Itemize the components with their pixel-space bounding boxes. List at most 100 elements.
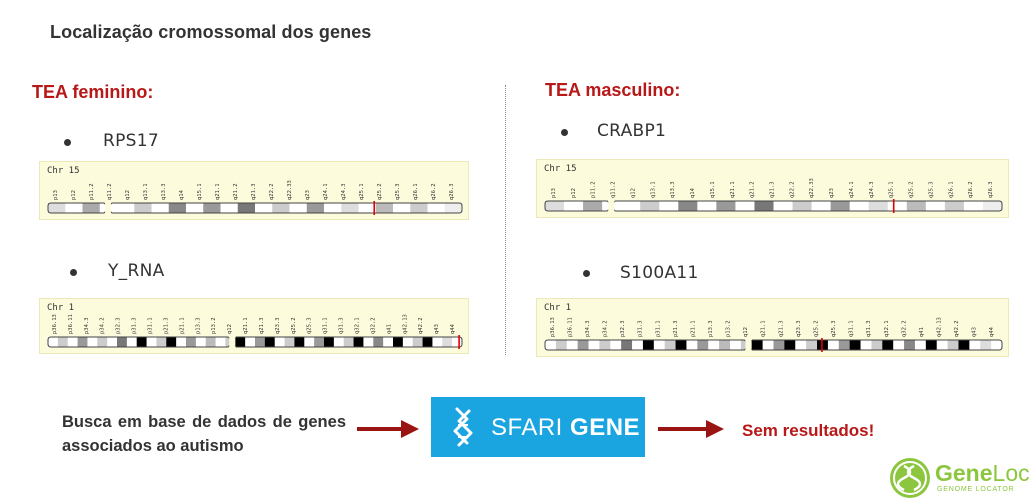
chromosome-band [324,203,342,213]
sfari-name: SFARI [491,414,563,441]
chromosome-band [914,340,927,350]
band-label: q25.3 [928,181,934,198]
chromosome-band [427,203,446,213]
chromosome-band [410,203,428,213]
chromosome-band [412,337,424,347]
chromosome-band [697,340,709,350]
chromosome-band [849,201,870,211]
chromosome-band [186,337,197,347]
centromere [608,200,615,212]
gene-y-rna: Y_RNA [108,261,165,281]
chromosome-band [621,340,633,350]
chromosome-band [442,337,453,347]
band-label: q12 [125,190,131,200]
chromosome-band [545,201,565,211]
tea-feminino-heading: TEA feminino: [32,82,154,102]
band-label: q21.1 [730,181,736,198]
band-label: p32.3 [620,320,626,337]
chromosome-band [452,337,463,347]
chromosome-band [795,340,807,350]
chromosome-band [402,337,414,347]
chromosome-band [97,337,108,347]
chromosome-band [925,340,938,350]
band-label: q31.1 [323,317,329,334]
band-label: q32.1 [884,320,890,337]
column-divider [505,85,506,355]
chromosome-band [675,340,687,350]
band-label: q22.2 [269,183,275,200]
band-label: p36.13 [52,314,58,334]
chr15-ideogram-right: Chr 15 p13 p12 p11.2 q11.2 q12 q13.1 q13.3 q14 q… [536,159,1009,218]
geneloc-wordmark: GeneLoc [935,460,1030,487]
chromosome-band [729,340,742,350]
chromosome-band [708,340,720,350]
chromosome-band [906,201,927,211]
band-label: q25.1 [889,181,895,198]
chromosome-band [936,340,949,350]
band-label: q25.2 [909,181,915,198]
chromosome-band [82,203,101,213]
gene-rps17: RPS17 [103,131,159,151]
band-label: q31.3 [339,317,345,334]
band-label: q42.2 [418,317,424,334]
band-label: q11.2 [107,183,113,200]
chromosome-band [762,340,774,350]
chromosome-band [882,340,894,350]
chromosome-band [134,203,152,213]
band-label: q32.2 [901,320,907,337]
chromosome-band [697,201,717,211]
chromosome-band [610,340,622,350]
band-label: p21.3 [673,320,679,337]
chromosome-band [284,337,295,347]
chromosome-band [754,201,774,211]
band-label: q23 [829,188,835,198]
chromosome-band [686,340,698,350]
chromosome-band [65,203,83,213]
band-label: q26.2 [968,181,974,198]
band-label: p13.3 [708,320,714,337]
band-label: q11.2 [611,181,617,198]
chromosome-band [653,340,666,350]
chromosome-band [215,337,226,347]
chromosome-band [980,340,992,350]
band-label: p36.13 [550,317,556,337]
chromosome-band [235,337,246,347]
band-label: q15.1 [197,183,203,200]
band-label: q26.1 [413,183,419,200]
chromosome-band [545,340,557,350]
sfari-gene-text: SFARI GENE [491,414,640,442]
chromosome-band [642,340,655,350]
band-label: p21.1 [690,320,696,337]
band-label: p11.2 [89,183,95,200]
chromosome-band [272,203,290,213]
chromosome-band [77,337,88,347]
chromosome-band [383,337,394,347]
chromosome-band [220,203,239,213]
band-label: q15.1 [710,181,716,198]
band-label: p13.2 [726,320,732,337]
chromosome-band [564,201,584,211]
chromosome-band [444,203,463,213]
band-label: q42.13 [402,314,408,334]
band-label: q24.1 [323,183,329,200]
band-label: q13.3 [670,181,676,198]
band-label: q12 [743,327,749,337]
chromosome-band [947,340,959,350]
band-label: q26.3 [449,183,455,200]
chromosome-band [925,201,946,211]
band-label: q26.2 [431,183,437,200]
band-label: p34.3 [585,320,591,337]
chromosome-band [751,340,764,350]
geneloc-name-loc: Loc [992,460,1030,486]
bullet-icon [583,270,590,277]
band-label: q25.1 [359,183,365,200]
chromosome-band [555,340,568,350]
gene-crabp1: CRABP1 [597,121,667,141]
chromosome-band [969,340,981,350]
chromosome-band [735,201,755,211]
chromosome-band [151,203,170,213]
band-label: q23 [305,190,311,200]
bullet-icon [70,269,77,276]
chromosome-band [784,340,796,350]
centromere [745,339,752,351]
